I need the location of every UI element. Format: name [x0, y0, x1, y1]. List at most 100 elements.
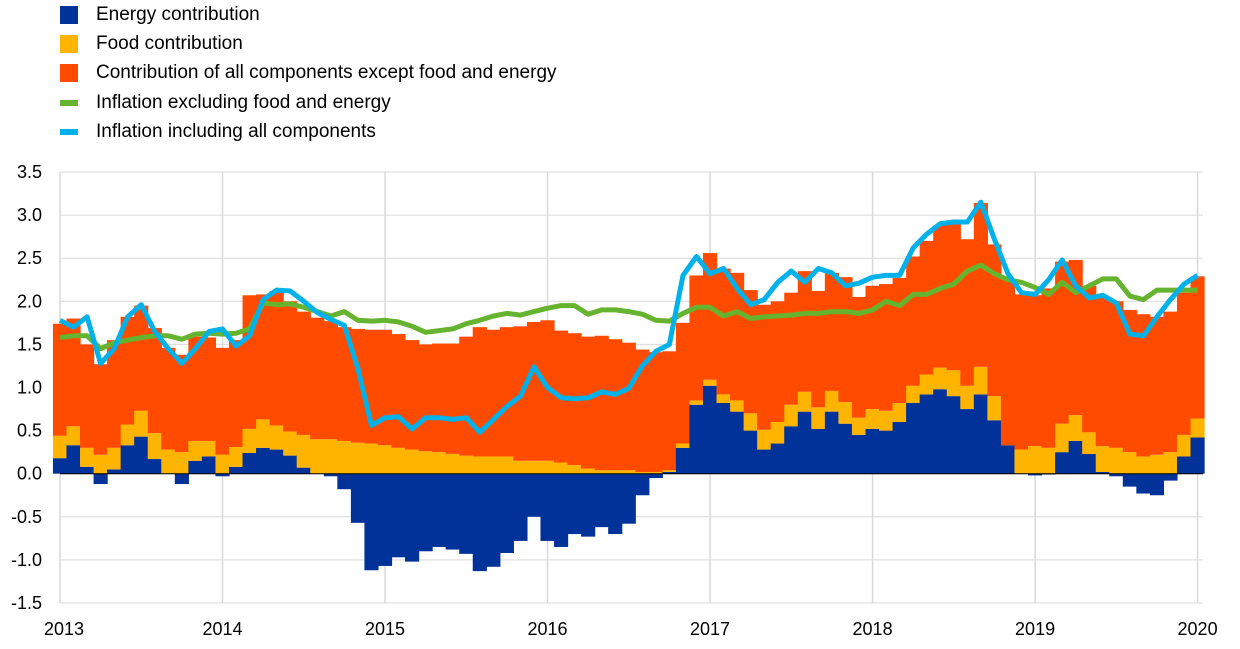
energy-bar — [1000, 445, 1016, 474]
food-bar — [513, 460, 528, 474]
core-bar — [432, 343, 447, 453]
x-tick-label: 2016 — [528, 619, 568, 639]
core-bar — [1163, 311, 1178, 453]
core-bar — [797, 271, 812, 392]
core-bar — [743, 290, 758, 414]
energy-bar — [689, 404, 704, 474]
core-bar — [499, 327, 514, 457]
energy-bar — [283, 455, 298, 474]
energy-bar — [851, 434, 867, 474]
food-bar — [432, 452, 447, 474]
food-bar — [1109, 447, 1124, 474]
food-bar — [188, 440, 203, 461]
core-bar — [526, 321, 542, 461]
energy-bar — [811, 428, 826, 474]
core-bar — [283, 301, 298, 432]
core-bar — [323, 321, 338, 440]
food-bar — [879, 410, 894, 431]
food-bar — [933, 367, 948, 390]
energy-bar — [567, 473, 582, 535]
energy-bar — [1068, 440, 1083, 474]
core-bar — [770, 301, 785, 422]
energy-bar — [635, 473, 650, 496]
energy-bar — [337, 473, 352, 490]
food-bar — [526, 460, 542, 474]
food-bar — [1176, 434, 1192, 457]
x-tick-label: 2017 — [690, 619, 730, 639]
x-tick-label: 2015 — [365, 619, 405, 639]
food-bar — [1190, 418, 1205, 438]
energy-bar — [540, 473, 555, 541]
food-bar — [147, 433, 162, 460]
food-bar — [621, 470, 636, 474]
energy-bar — [1109, 473, 1124, 477]
food-bar — [960, 385, 975, 410]
core-bar — [784, 292, 799, 405]
core-bar — [892, 278, 907, 404]
core-bar — [1082, 285, 1097, 433]
energy-bar — [215, 473, 230, 477]
food-bar — [242, 428, 257, 454]
food-bar — [1082, 432, 1097, 454]
food-bar — [1055, 423, 1070, 453]
energy-bar — [201, 456, 217, 474]
food-bar — [310, 439, 325, 474]
energy-bar — [730, 411, 745, 474]
energy-bar — [906, 403, 921, 474]
y-tick-label: -1.5 — [11, 593, 42, 613]
core-bar — [1068, 259, 1083, 416]
y-tick-label: 0.0 — [17, 464, 42, 484]
legend-label-energy: Energy contribution — [96, 3, 260, 25]
food-bar — [459, 455, 474, 474]
core-bar — [147, 328, 162, 434]
core-bar — [269, 290, 284, 426]
core-bar — [811, 290, 826, 408]
x-tick-label: 2019 — [1015, 619, 1055, 639]
food-bar — [120, 424, 135, 446]
core-bar — [52, 323, 68, 436]
legend-swatch-headline-line — [60, 129, 78, 136]
core-bar — [662, 351, 677, 471]
core-bar — [1136, 314, 1151, 457]
energy-bar — [1136, 473, 1151, 494]
core-bar — [1149, 316, 1165, 455]
energy-bar — [1095, 471, 1110, 474]
energy-bar — [865, 428, 880, 474]
chart-lines — [58, 199, 1199, 435]
y-tick-label: -1.0 — [11, 550, 42, 570]
energy-bar — [1055, 452, 1070, 474]
legend-swatch-food — [60, 35, 78, 54]
energy-bar — [147, 459, 162, 474]
food-bar — [445, 453, 460, 474]
core-bar — [851, 296, 867, 418]
food-bar — [486, 456, 501, 474]
core-bar — [838, 277, 853, 403]
food-bar — [594, 470, 609, 474]
legend-item-headline-line: Inflation including all components — [60, 118, 557, 147]
food-bar — [323, 439, 338, 474]
energy-bar — [66, 445, 81, 474]
core-bar — [608, 339, 623, 471]
food-bar — [1014, 449, 1029, 474]
energy-bar — [174, 473, 189, 485]
core-bar — [256, 294, 271, 420]
core-bar — [201, 337, 217, 441]
core-bar — [377, 329, 393, 446]
food-bar — [811, 407, 826, 429]
food-bar — [824, 390, 840, 412]
core-bar — [581, 336, 596, 469]
energy-bar — [228, 466, 244, 474]
core-bar — [730, 272, 745, 401]
core-bar — [594, 335, 609, 471]
food-bar — [730, 400, 745, 412]
core-bar — [445, 343, 460, 454]
core-bar — [1190, 276, 1205, 419]
food-bar — [608, 470, 623, 474]
energy-bar — [188, 460, 203, 474]
food-bar — [906, 385, 921, 404]
food-bar — [337, 440, 352, 474]
core-bar — [215, 347, 230, 455]
food-bar — [52, 435, 68, 459]
energy-bar — [93, 473, 108, 485]
energy-bar — [107, 469, 122, 474]
